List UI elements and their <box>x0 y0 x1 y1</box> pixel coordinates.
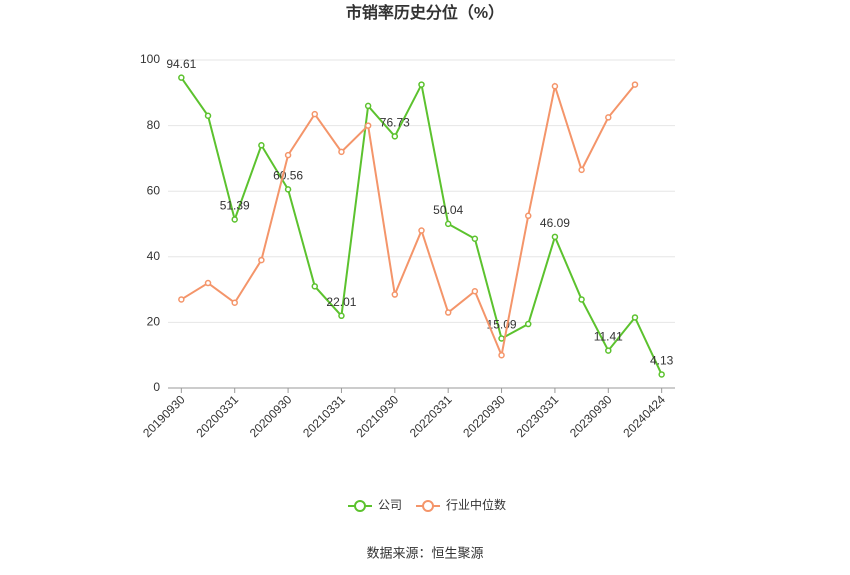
y-tick-label: 0 <box>153 380 160 394</box>
point <box>178 296 185 303</box>
point <box>418 227 425 234</box>
data-label: 76.73 <box>380 115 410 129</box>
point <box>471 287 479 295</box>
point <box>605 114 612 121</box>
point <box>444 220 452 228</box>
data-label: 46.09 <box>540 216 570 230</box>
point <box>231 216 238 223</box>
point <box>631 81 639 88</box>
y-tick-label: 60 <box>147 183 161 197</box>
point <box>364 122 372 129</box>
point <box>658 371 665 378</box>
point <box>605 347 612 354</box>
series-line <box>180 77 663 375</box>
x-tick-label: 20200930 <box>247 392 295 440</box>
point <box>364 102 372 110</box>
point <box>258 142 265 149</box>
y-tick-label: 100 <box>140 52 160 66</box>
legend-marker <box>422 500 435 512</box>
data-label: 50.04 <box>433 203 463 217</box>
point <box>471 235 479 243</box>
point <box>204 112 212 120</box>
x-tick-label: 20210331 <box>300 392 348 440</box>
point <box>418 81 425 88</box>
point <box>524 212 532 220</box>
point <box>391 291 399 298</box>
x-tick-label: 20240424 <box>620 392 668 440</box>
y-tick-label: 80 <box>147 118 161 132</box>
point <box>231 299 238 306</box>
point <box>498 351 505 359</box>
point <box>444 309 452 316</box>
data-label: 4.13 <box>650 354 674 368</box>
point <box>311 283 319 290</box>
data-label: 94.61 <box>166 57 196 71</box>
source: 数据来源：恒生聚源 <box>366 545 483 560</box>
series-line <box>180 82 636 359</box>
point <box>338 312 345 320</box>
x-tick-label: 20190930 <box>140 392 188 440</box>
y-tick-label: 20 <box>147 315 161 329</box>
x-tick-label: 20230930 <box>567 392 615 440</box>
data-label: 11.41 <box>594 330 623 344</box>
legend-label: 公司 <box>378 498 402 512</box>
point <box>311 110 319 118</box>
point <box>524 320 532 328</box>
point <box>551 82 559 90</box>
data-label: 60.56 <box>273 169 303 183</box>
x-tick-label: 20200331 <box>193 392 241 440</box>
point <box>391 133 399 140</box>
x-tick-label: 20210930 <box>354 392 402 440</box>
point <box>258 256 265 264</box>
x-tick-label: 20220930 <box>460 392 508 440</box>
x-tick-label: 20220331 <box>407 392 455 440</box>
point <box>578 296 585 303</box>
point <box>284 186 292 193</box>
point <box>631 314 639 321</box>
point <box>338 148 345 156</box>
y-tick-label: 40 <box>147 249 161 263</box>
legend-label: 行业中位数 <box>446 497 506 512</box>
legend-marker <box>354 500 366 512</box>
point <box>178 74 185 81</box>
point <box>284 151 292 159</box>
data-label: 22.01 <box>326 295 356 309</box>
data-label: 51.39 <box>220 199 250 213</box>
point <box>551 233 559 241</box>
data-label: 15.09 <box>487 318 517 332</box>
point <box>498 335 505 342</box>
x-tick-label: 20230331 <box>514 392 562 440</box>
point <box>578 166 585 174</box>
point <box>204 279 212 287</box>
chart-title: 市销率历史分位（%） <box>346 3 504 22</box>
